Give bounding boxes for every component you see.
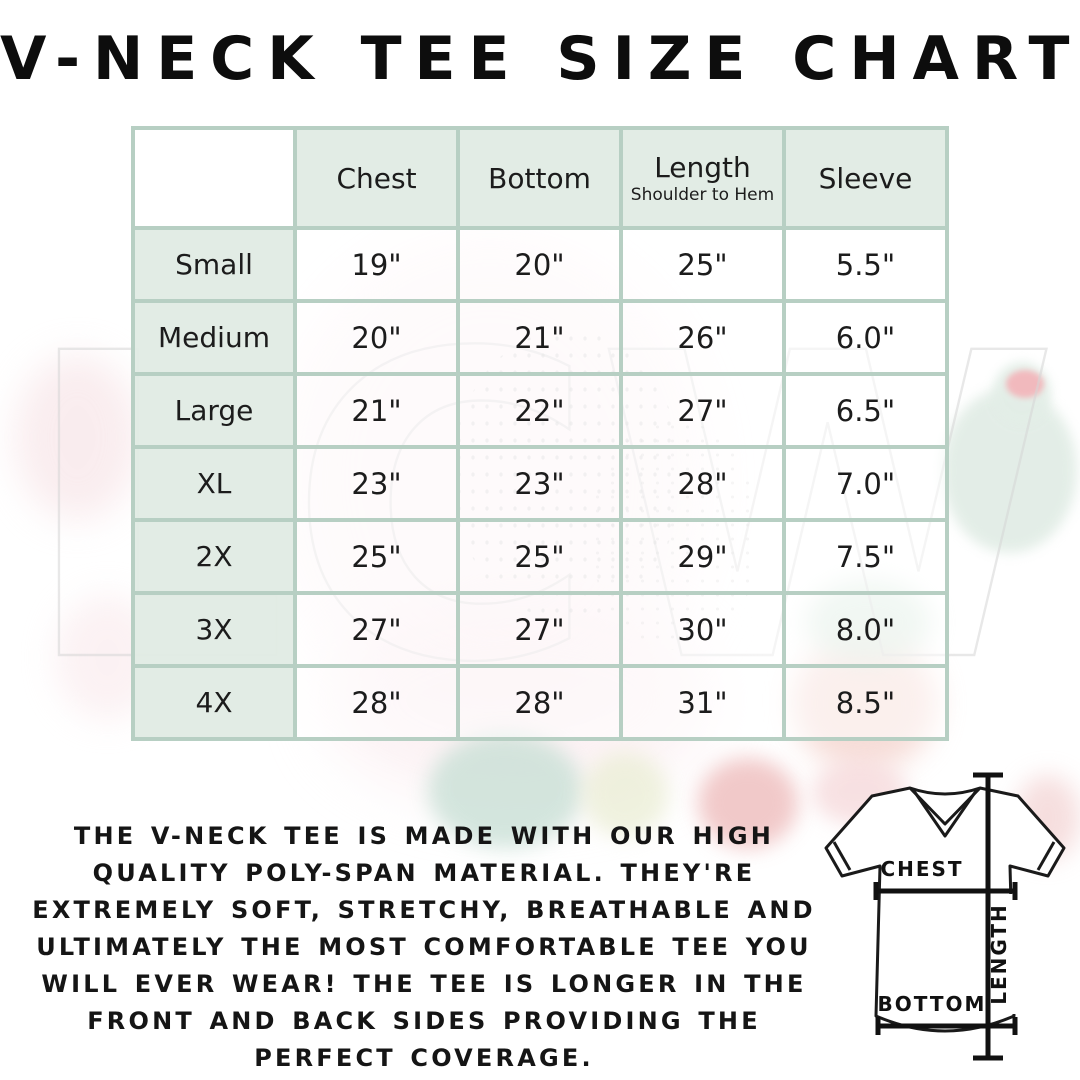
length-value: 30" <box>619 591 786 668</box>
column-header-length: Length Shoulder to Hem <box>619 126 786 230</box>
bottom-value: 23" <box>456 445 623 522</box>
column-header-bottom: Bottom <box>456 126 623 230</box>
chest-label: CHEST <box>880 857 963 881</box>
size-table-container: Chest Bottom Length Shoulder to Hem Slee… <box>131 126 949 741</box>
length-label: LENGTH <box>987 903 1011 1005</box>
size-label: Medium <box>131 299 297 376</box>
column-header-length-title: Length <box>654 151 751 184</box>
sleeve-value: 6.5" <box>782 372 949 449</box>
table-row-xl: XL 23" 23" 28" 7.0" <box>131 445 949 522</box>
length-value: 27" <box>619 372 786 449</box>
size-label: 2X <box>131 518 297 595</box>
bottom-value: 20" <box>456 226 623 303</box>
watermark-blob-cactus-flower <box>1006 370 1044 398</box>
v-neck-tee-illustration: CHEST BOTTOM LENGTH <box>824 772 1066 1061</box>
size-label: Small <box>131 226 297 303</box>
v-neck-collar-inner <box>912 790 978 838</box>
table-row-4x: 4X 28" 28" 31" 8.5" <box>131 664 949 741</box>
watermark-blob-flower <box>698 758 798 848</box>
length-value: 26" <box>619 299 786 376</box>
column-header-length-subtitle: Shoulder to Hem <box>630 185 775 205</box>
sleeve-value: 8.0" <box>782 591 949 668</box>
bottom-value: 27" <box>456 591 623 668</box>
left-cuff-line <box>832 841 852 871</box>
length-value: 28" <box>619 445 786 522</box>
table-row-2x: 2X 25" 25" 29" 7.5" <box>131 518 949 595</box>
chest-value: 21" <box>293 372 460 449</box>
size-label: 3X <box>131 591 297 668</box>
length-value: 25" <box>619 226 786 303</box>
watermark-blob-watermelon <box>428 733 583 848</box>
column-header-chest: Chest <box>293 126 460 230</box>
table-header-row: Chest Bottom Length Shoulder to Hem Slee… <box>131 126 949 230</box>
table-row-large: Large 21" 22" 27" 6.5" <box>131 372 949 449</box>
sleeve-value: 6.0" <box>782 299 949 376</box>
bottom-value: 25" <box>456 518 623 595</box>
bottom-value: 22" <box>456 372 623 449</box>
chest-value: 25" <box>293 518 460 595</box>
sleeve-value: 8.5" <box>782 664 949 741</box>
size-label: Large <box>131 372 297 449</box>
chest-value: 20" <box>293 299 460 376</box>
chest-value: 28" <box>293 664 460 741</box>
chest-value: 19" <box>293 226 460 303</box>
size-table: Chest Bottom Length Shoulder to Hem Slee… <box>131 126 949 741</box>
sleeve-value: 5.5" <box>782 226 949 303</box>
description-text: THE V-NECK TEE IS MADE WITH OUR HIGH QUA… <box>32 822 816 1072</box>
bottom-value: 28" <box>456 664 623 741</box>
size-label: XL <box>131 445 297 522</box>
bottom-label: BOTTOM <box>878 992 987 1016</box>
sleeve-value: 7.0" <box>782 445 949 522</box>
table-row-small: Small 19" 20" 25" 5.5" <box>131 226 949 303</box>
table-corner-cell <box>131 126 297 230</box>
chest-value: 23" <box>293 445 460 522</box>
sleeve-value: 7.5" <box>782 518 949 595</box>
length-value: 29" <box>619 518 786 595</box>
length-value: 31" <box>619 664 786 741</box>
table-row-medium: Medium 20" 21" 26" 6.0" <box>131 299 949 376</box>
right-cuff-line <box>1036 841 1056 871</box>
page-title: V-NECK TEE SIZE CHART <box>0 24 1080 94</box>
watermark-blob <box>15 355 140 520</box>
size-label: 4X <box>131 664 297 741</box>
table-row-3x: 3X 27" 27" 30" 8.0" <box>131 591 949 668</box>
column-header-sleeve: Sleeve <box>782 126 949 230</box>
bottom-value: 21" <box>456 299 623 376</box>
length-label-backdrop <box>991 894 1018 1014</box>
chest-value: 27" <box>293 591 460 668</box>
watermark-blob <box>583 752 668 837</box>
